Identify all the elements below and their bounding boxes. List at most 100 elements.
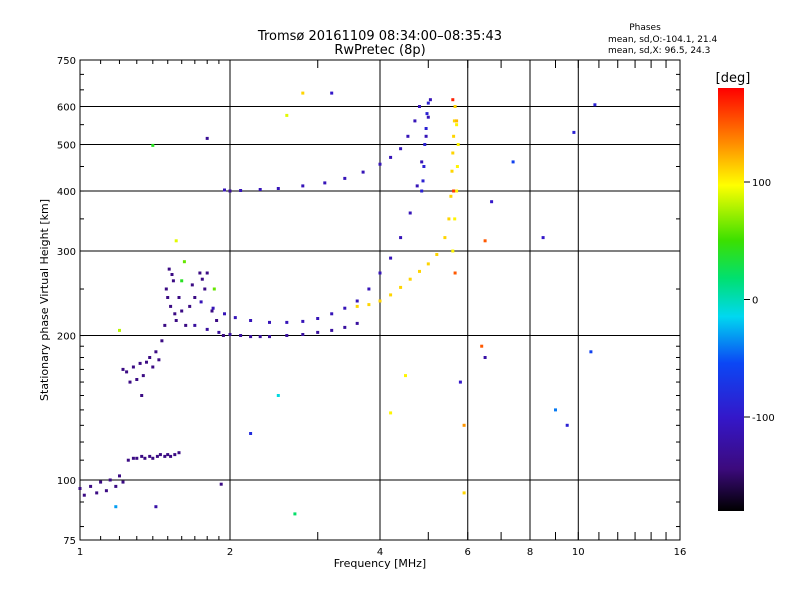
data-point (166, 296, 170, 299)
data-point (443, 236, 447, 240)
data-point (455, 189, 459, 193)
data-points (78, 91, 597, 516)
data-point (361, 170, 365, 174)
data-point (205, 271, 209, 275)
data-point (158, 453, 162, 457)
data-point (462, 423, 466, 427)
colorbar-tick-label: 0 (752, 296, 758, 307)
data-point (173, 453, 177, 457)
data-point (140, 454, 144, 458)
x-ticks: 1 2 4 6 8 10 16 (77, 60, 686, 558)
data-point (121, 367, 125, 371)
data-point (593, 103, 597, 107)
data-point (160, 339, 164, 343)
data-point (239, 334, 243, 337)
data-point (154, 505, 158, 509)
y-axis-label: Stationary phase Virtual Height [km] (38, 199, 51, 401)
data-point (199, 300, 203, 304)
data-point (182, 260, 186, 264)
data-point (239, 189, 243, 192)
data-point (108, 478, 112, 482)
data-point (104, 489, 108, 493)
data-point (190, 283, 194, 287)
data-point (180, 279, 184, 283)
data-point (330, 91, 334, 95)
data-point (258, 335, 262, 339)
data-point (131, 456, 135, 460)
data-point (378, 162, 382, 166)
data-point (389, 411, 393, 415)
data-point (205, 136, 209, 140)
data-point (367, 287, 371, 291)
data-point (455, 123, 459, 127)
data-point (404, 374, 407, 378)
data-point (301, 319, 305, 323)
data-point (249, 319, 253, 322)
y-ticks: 75 100 200 300 400 500 600 750 (57, 56, 680, 547)
data-point (177, 296, 181, 299)
x-tick-label: 1 (77, 547, 83, 558)
data-point (456, 143, 460, 146)
y-tick-label: 500 (57, 141, 76, 152)
data-point (355, 321, 359, 325)
data-point (399, 285, 403, 289)
data-point (228, 333, 232, 336)
data-point (131, 365, 135, 369)
data-point (164, 287, 168, 291)
data-point (330, 312, 334, 316)
data-point (389, 256, 393, 260)
data-point (424, 134, 428, 138)
data-point (169, 454, 173, 458)
data-point (355, 299, 359, 303)
data-point (249, 432, 253, 435)
data-point (151, 456, 155, 460)
data-point (554, 408, 557, 412)
data-point (184, 323, 188, 327)
data-point (221, 334, 225, 337)
data-point (455, 119, 459, 123)
data-point (451, 249, 455, 253)
data-point (166, 453, 170, 457)
data-point (118, 474, 121, 478)
data-point (169, 304, 173, 308)
data-point (455, 165, 459, 168)
data-point (541, 236, 545, 240)
data-point (462, 491, 466, 495)
data-point (170, 273, 174, 276)
data-point (203, 287, 207, 291)
data-point (174, 239, 178, 243)
data-point (285, 113, 289, 117)
data-point (435, 253, 439, 256)
data-point (330, 328, 334, 332)
data-point (223, 312, 226, 316)
data-point (155, 454, 159, 458)
data-point (268, 320, 271, 324)
data-point (285, 320, 289, 324)
y-tick-label: 200 (57, 332, 76, 343)
colorbar-ticks: 100 0 -100 (744, 178, 775, 424)
data-point (233, 316, 237, 320)
data-point (141, 374, 145, 378)
data-point (453, 271, 457, 275)
data-point (355, 304, 359, 308)
data-point (415, 184, 419, 188)
grid (80, 60, 680, 540)
data-point (323, 181, 327, 185)
data-point (249, 335, 253, 339)
data-point (188, 304, 192, 308)
y-tick-label: 300 (57, 247, 76, 258)
data-point (258, 188, 262, 191)
data-point (154, 350, 158, 354)
data-point (268, 335, 271, 339)
y-tick-label: 600 (57, 103, 76, 114)
data-point (420, 189, 424, 193)
data-point (480, 344, 484, 348)
data-point (408, 277, 412, 281)
data-point (511, 160, 515, 164)
y-tick-label: 400 (57, 187, 76, 198)
data-point (125, 370, 129, 374)
data-point (140, 394, 144, 397)
data-point (121, 480, 125, 484)
data-point (301, 91, 305, 95)
